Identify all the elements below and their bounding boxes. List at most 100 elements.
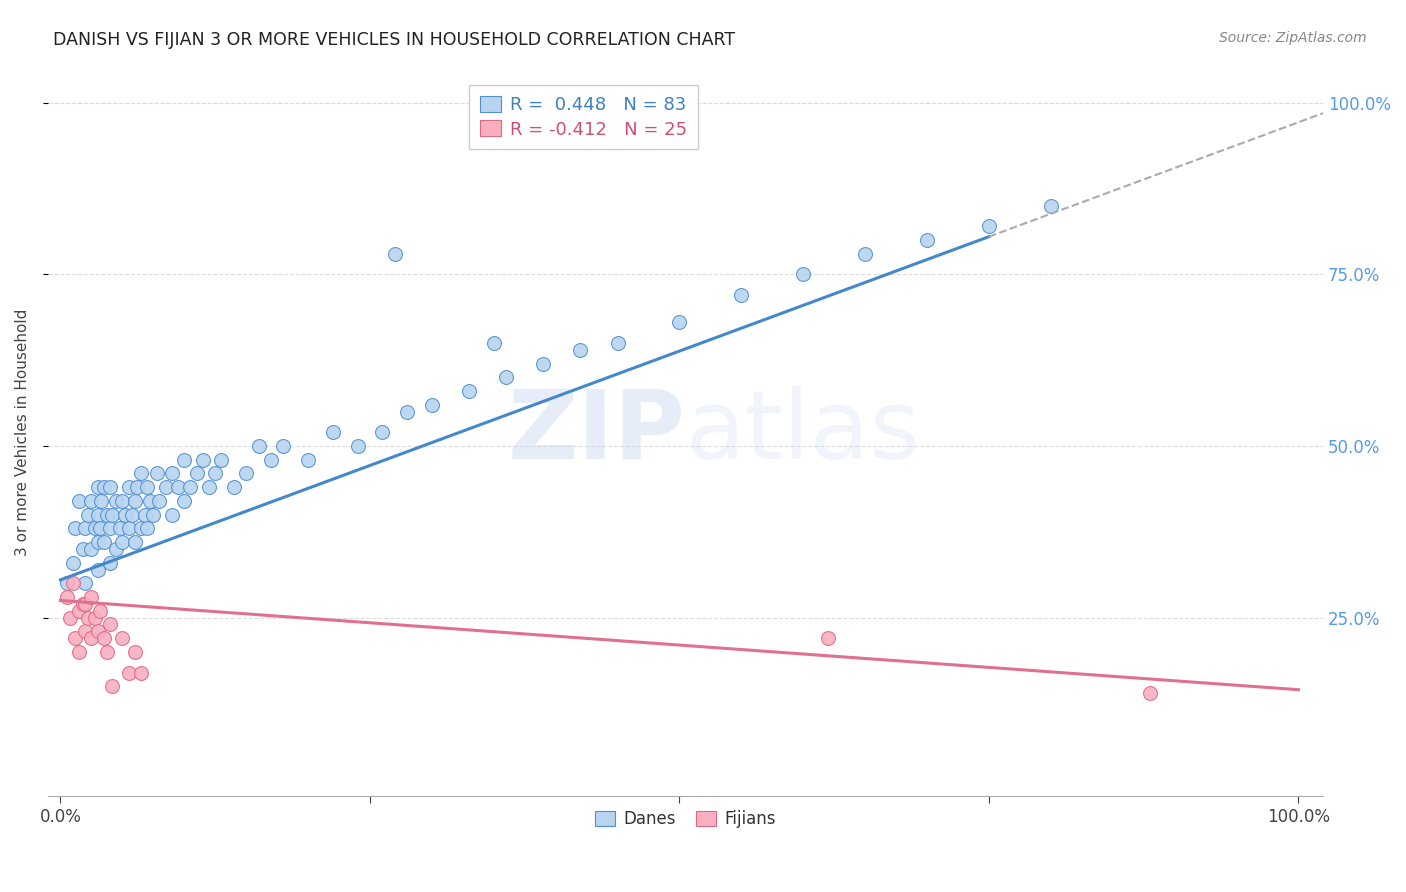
- Point: [1039, 199, 1062, 213]
- Point: [101, 679, 124, 693]
- Point: [111, 535, 134, 549]
- Point: [114, 508, 136, 522]
- Point: [730, 288, 752, 302]
- Point: [371, 425, 394, 440]
- Point: [322, 425, 344, 440]
- Point: [80, 590, 103, 604]
- Point: [80, 631, 103, 645]
- Point: [72, 597, 94, 611]
- Point: [458, 384, 481, 398]
- Point: [204, 467, 226, 481]
- Point: [117, 665, 139, 680]
- Point: [160, 508, 183, 522]
- Point: [55, 576, 77, 591]
- Point: [271, 439, 294, 453]
- Point: [89, 521, 111, 535]
- Point: [90, 494, 112, 508]
- Point: [297, 452, 319, 467]
- Point: [72, 541, 94, 556]
- Point: [117, 521, 139, 535]
- Point: [817, 631, 839, 645]
- Point: [86, 624, 108, 639]
- Point: [482, 336, 505, 351]
- Point: [531, 357, 554, 371]
- Point: [124, 494, 146, 508]
- Point: [75, 576, 97, 591]
- Point: [198, 480, 221, 494]
- Point: [235, 467, 257, 481]
- Point: [606, 336, 628, 351]
- Point: [76, 508, 98, 522]
- Point: [67, 604, 90, 618]
- Point: [86, 508, 108, 522]
- Point: [111, 631, 134, 645]
- Point: [96, 508, 118, 522]
- Point: [62, 576, 84, 591]
- Point: [619, 95, 641, 110]
- Point: [138, 494, 160, 508]
- Point: [915, 233, 938, 247]
- Point: [142, 508, 165, 522]
- Point: [792, 268, 814, 282]
- Point: [569, 343, 592, 357]
- Point: [121, 508, 143, 522]
- Point: [173, 452, 195, 467]
- Point: [384, 247, 406, 261]
- Point: [93, 535, 115, 549]
- Point: [105, 494, 128, 508]
- Point: [75, 521, 97, 535]
- Point: [86, 535, 108, 549]
- Point: [55, 590, 77, 604]
- Point: [148, 494, 170, 508]
- Point: [222, 480, 245, 494]
- Point: [247, 439, 270, 453]
- Point: [80, 541, 103, 556]
- Point: [86, 563, 108, 577]
- Point: [84, 521, 107, 535]
- Point: [396, 405, 419, 419]
- Legend: Danes, Fijians: Danes, Fijians: [589, 804, 783, 835]
- Point: [155, 480, 177, 494]
- Point: [346, 439, 368, 453]
- Point: [96, 645, 118, 659]
- Point: [101, 508, 124, 522]
- Point: [62, 556, 84, 570]
- Point: [160, 467, 183, 481]
- Point: [127, 480, 149, 494]
- Point: [65, 631, 87, 645]
- Point: [65, 521, 87, 535]
- Point: [86, 480, 108, 494]
- Point: [136, 480, 159, 494]
- Text: Source: ZipAtlas.com: Source: ZipAtlas.com: [1219, 31, 1367, 45]
- Point: [191, 452, 214, 467]
- Point: [98, 556, 121, 570]
- Point: [146, 467, 169, 481]
- Point: [98, 617, 121, 632]
- Point: [67, 494, 90, 508]
- Point: [129, 521, 152, 535]
- Point: [84, 610, 107, 624]
- Point: [136, 521, 159, 535]
- Point: [124, 535, 146, 549]
- Point: [209, 452, 232, 467]
- Point: [76, 610, 98, 624]
- Point: [105, 541, 128, 556]
- Point: [179, 480, 201, 494]
- Point: [67, 645, 90, 659]
- Text: ZIP: ZIP: [508, 386, 686, 479]
- Point: [853, 247, 876, 261]
- Point: [134, 508, 156, 522]
- Point: [977, 219, 1000, 234]
- Point: [59, 610, 82, 624]
- Point: [98, 521, 121, 535]
- Point: [75, 624, 97, 639]
- Point: [80, 494, 103, 508]
- Point: [124, 645, 146, 659]
- Point: [75, 597, 97, 611]
- Point: [1139, 686, 1161, 700]
- Point: [93, 631, 115, 645]
- Point: [167, 480, 190, 494]
- Point: [108, 521, 131, 535]
- Point: [98, 480, 121, 494]
- Point: [420, 398, 443, 412]
